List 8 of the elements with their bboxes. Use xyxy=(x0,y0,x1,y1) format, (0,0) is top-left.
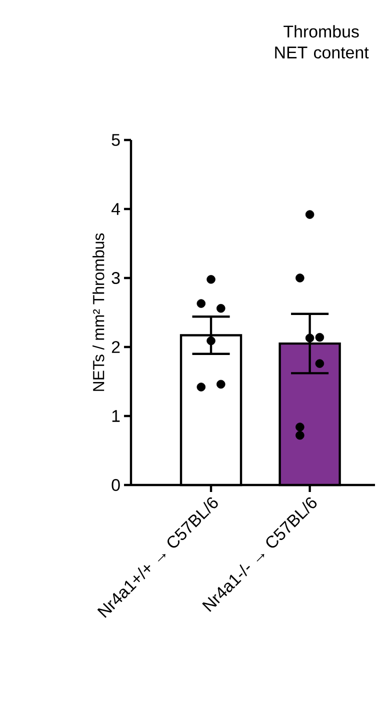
y-axis-title: NETs / mm² Thrombus xyxy=(92,233,104,391)
chart-title: Thrombus NET content xyxy=(275,25,369,58)
y-tick-label: 2 xyxy=(112,341,120,353)
y-tick-label: 5 xyxy=(112,134,120,146)
y-tick-label: 3 xyxy=(112,272,120,284)
y-tick-label: 1 xyxy=(112,410,120,422)
y-tick-label: 4 xyxy=(111,203,120,215)
y-tick-label: 0 xyxy=(112,478,120,491)
